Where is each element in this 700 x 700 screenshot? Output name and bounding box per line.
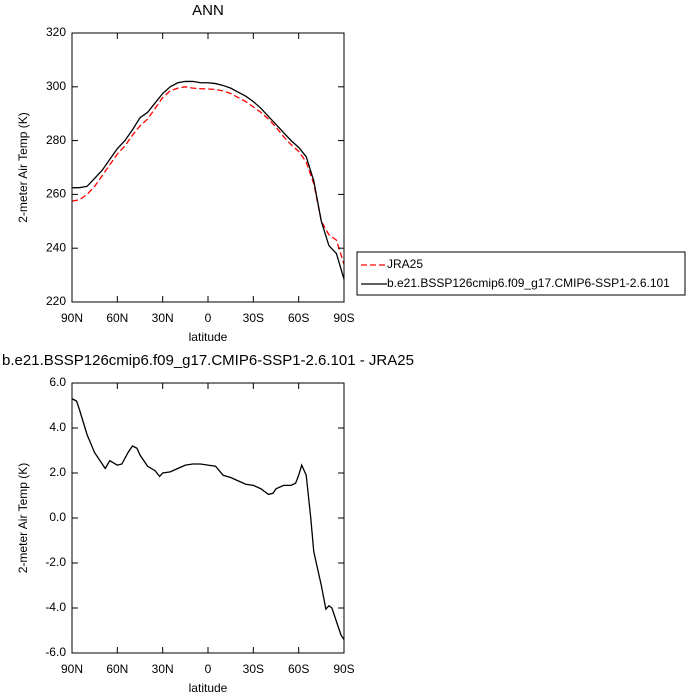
x-tick-label: 90S — [333, 311, 354, 325]
x-axis-label: latitude — [189, 330, 228, 344]
y-axis-label: 2-meter Air Temp (K) — [16, 112, 30, 222]
legend-box — [356, 251, 686, 296]
y-tick-label: 320 — [46, 25, 66, 39]
x-tick-label: 60N — [106, 662, 128, 676]
data-line — [71, 398, 345, 640]
plot-frame — [71, 382, 345, 654]
y-tick-label: 0.0 — [49, 510, 66, 524]
x-tick-label: 90N — [61, 662, 83, 676]
y-tick-label: 260 — [46, 187, 66, 201]
y-tick-label: 240 — [46, 240, 66, 254]
x-tick-label: 0 — [205, 662, 212, 676]
x-tick-label: 30N — [152, 311, 174, 325]
y-tick-label: -2.0 — [45, 555, 66, 569]
y-tick-label: 300 — [46, 79, 66, 93]
y-tick-label: 220 — [46, 294, 66, 308]
x-tick-label: 30N — [152, 662, 174, 676]
y-tick-label: -6.0 — [45, 645, 66, 659]
y-tick-label: 6.0 — [49, 375, 66, 389]
y-axis-label: 2-meter Air Temp (K) — [16, 463, 30, 573]
y-tick-label: 4.0 — [49, 420, 66, 434]
x-tick-label: 0 — [205, 311, 212, 325]
legend-label: JRA25 — [387, 257, 423, 271]
x-tick-label: 30S — [243, 662, 264, 676]
y-tick-label: -4.0 — [45, 600, 66, 614]
x-tick-label: 90N — [61, 311, 83, 325]
x-axis-label: latitude — [189, 681, 228, 695]
data-line — [72, 80, 345, 280]
data-line — [71, 86, 345, 265]
x-tick-label: 30S — [243, 311, 264, 325]
y-tick-label: 280 — [46, 133, 66, 147]
x-tick-label: 60S — [288, 311, 309, 325]
x-tick-label: 90S — [333, 662, 354, 676]
y-tick-label: 2.0 — [49, 465, 66, 479]
chart-title: ANN — [192, 2, 224, 19]
chart-title: b.e21.BSSP126cmip6.f09_g17.CMIP6-SSP1-2.… — [2, 352, 414, 369]
legend-label: b.e21.BSSP126cmip6.f09_g17.CMIP6-SSP1-2.… — [387, 276, 670, 290]
plot-frame — [71, 32, 345, 303]
x-tick-label: 60S — [288, 662, 309, 676]
x-tick-label: 60N — [106, 311, 128, 325]
